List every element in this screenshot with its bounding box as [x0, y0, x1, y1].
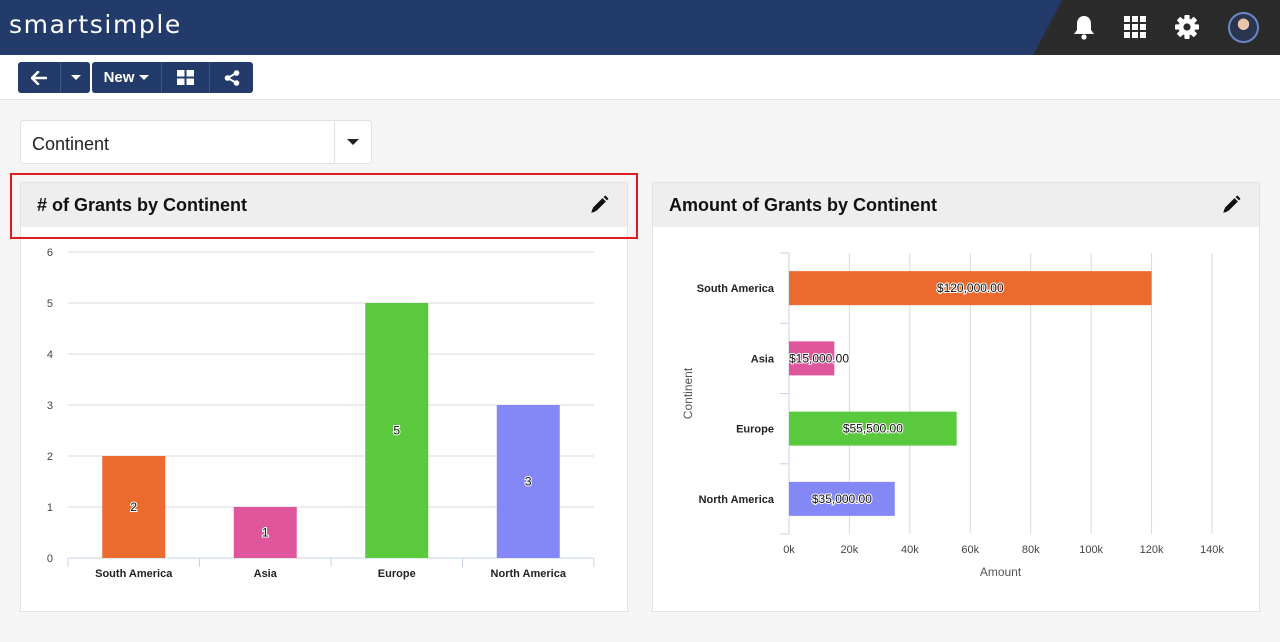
x-tick-label: 120k [1140, 544, 1164, 556]
x-tick-label: 40k [901, 544, 919, 556]
arrow-left-icon [31, 70, 47, 85]
grants-amount-chart: 0k 20k 40k 60k 80k 100k 120k 140k $120,000.00 Sou… [681, 252, 1224, 579]
layout-grid-icon [177, 70, 194, 85]
share-icon [224, 69, 239, 86]
x-tick-label: North America [491, 568, 567, 580]
grants-count-panel-header: # of Grants by Continent [21, 183, 627, 227]
user-avatar[interactable] [1228, 12, 1259, 43]
pencil-icon[interactable] [589, 195, 609, 215]
back-button[interactable] [18, 62, 61, 93]
bar-value-label: 1 [262, 526, 269, 540]
y-tick-label: South America [697, 283, 775, 295]
bar-value-label: 3 [525, 475, 532, 489]
grants-count-panel: # of Grants by Continent 0 1 2 3 4 5 6 2 South A… [20, 182, 628, 612]
bar [789, 271, 1152, 306]
x-tick-label: 140k [1200, 544, 1224, 556]
continent-select[interactable]: Continent [20, 120, 372, 164]
bar-value-label: $55,500.00 [843, 422, 903, 436]
pencil-icon[interactable] [1221, 195, 1241, 215]
bar-value-label: $35,000.00 [812, 492, 872, 506]
caret-down-icon [70, 75, 81, 80]
caret-down-icon [139, 75, 150, 80]
new-button-label: New [103, 69, 135, 86]
share-button[interactable] [210, 62, 253, 93]
x-tick-label: Asia [254, 568, 278, 580]
x-tick-label: South America [95, 568, 173, 580]
y-tick-label: Europe [736, 424, 774, 436]
back-button-group [18, 62, 90, 93]
bar [102, 456, 166, 558]
bar [233, 507, 297, 558]
caret-down-icon [347, 139, 359, 145]
actions-button-group: New [92, 62, 253, 93]
y-tick-label: 2 [47, 451, 53, 463]
continent-select-value: Continent [32, 134, 110, 154]
bar [789, 481, 895, 516]
x-axis-title: Amount [980, 565, 1022, 579]
toolbar: New [0, 55, 1280, 100]
x-tick-label: 0k [783, 544, 795, 556]
new-button[interactable]: New [92, 62, 162, 93]
grants-count-panel-title: # of Grants by Continent [37, 195, 248, 215]
bar [789, 411, 957, 446]
x-tick-label: 60k [961, 544, 979, 556]
y-axis-title: Continent [681, 367, 695, 419]
x-tick-label: 20k [841, 544, 859, 556]
layout-button[interactable] [162, 62, 210, 93]
bar [365, 303, 429, 558]
bar-value-label: 2 [130, 500, 137, 514]
grants-amount-panel-header: Amount of Grants by Continent [653, 183, 1259, 227]
y-tick-label: 0 [47, 553, 53, 565]
x-tick-label: Europe [378, 568, 416, 580]
y-tick-label: 3 [47, 400, 53, 412]
y-tick-label: 4 [47, 349, 53, 361]
bar-value-label: 5 [393, 424, 400, 438]
bar-value-label: $120,000.00 [937, 281, 1004, 295]
grants-count-chart: 0 1 2 3 4 5 6 2 South America 1 Asia 5 Europe 3 North … [47, 247, 595, 580]
continent-select-toggle[interactable] [334, 121, 371, 163]
bar [496, 405, 560, 558]
y-tick-label: 5 [47, 298, 53, 310]
y-tick-label: 6 [47, 247, 53, 259]
y-tick-label: North America [699, 494, 775, 506]
apps-grid-icon[interactable] [1120, 12, 1150, 42]
x-tick-label: 80k [1022, 544, 1040, 556]
y-tick-label: Asia [751, 353, 775, 365]
bar [789, 341, 835, 376]
grants-amount-panel: Amount of Grants by Continent 0k 20k 40k 60… [652, 182, 1260, 612]
bar-value-label: $15,000.00 [789, 351, 849, 365]
y-tick-label: 1 [47, 502, 53, 514]
grants-amount-panel-title: Amount of Grants by Continent [669, 195, 937, 215]
x-tick-label: 100k [1079, 544, 1103, 556]
top-bar: smartsimple [0, 0, 1280, 55]
back-history-dropdown[interactable] [61, 62, 90, 93]
app-logo[interactable]: smartsimple [9, 10, 182, 39]
bell-icon[interactable] [1069, 12, 1099, 42]
top-bar-brand-area [0, 0, 1062, 55]
gear-icon[interactable] [1172, 12, 1202, 42]
